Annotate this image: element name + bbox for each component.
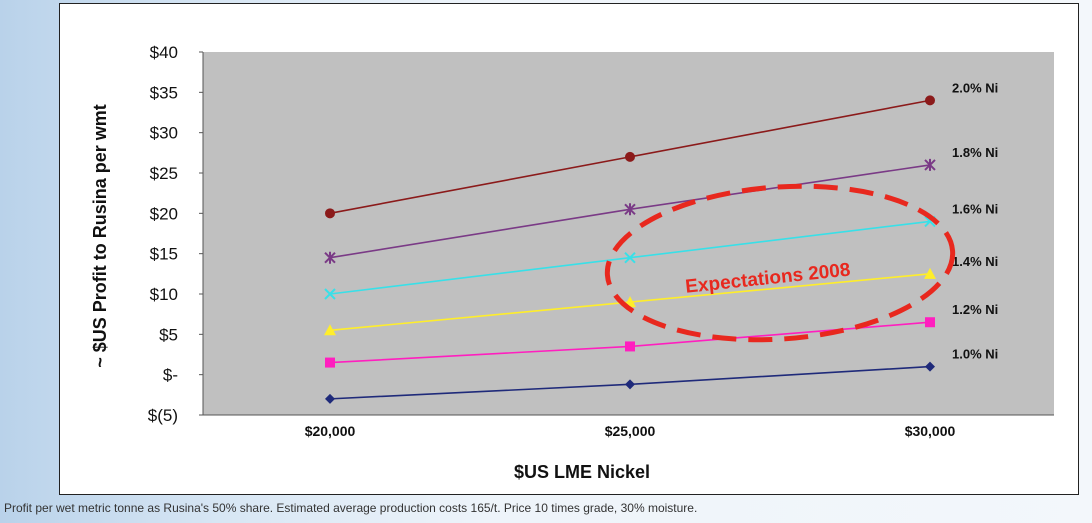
series-label: 2.0% Ni <box>952 80 998 95</box>
data-point <box>924 267 936 279</box>
x-tick-label: $25,000 <box>605 423 656 439</box>
data-point <box>924 158 936 171</box>
y-tick-label: $40 <box>150 43 178 62</box>
series-label: 1.4% Ni <box>952 254 998 269</box>
data-point <box>925 361 935 372</box>
x-tick-labels: $20,000 $25,000 $30,000 <box>305 423 956 439</box>
y-tick-label: $20 <box>150 204 178 223</box>
y-tick-label: $30 <box>150 124 178 143</box>
data-point <box>324 324 336 336</box>
y-tick-label: $25 <box>150 164 178 183</box>
series-label: 1.6% Ni <box>952 201 998 216</box>
y-tick-labels: $(5) $- $5 $10 $15 $20 $25 $30 $35 $40 <box>148 43 203 425</box>
data-point <box>925 95 935 106</box>
data-point <box>625 379 635 390</box>
data-point <box>325 393 335 404</box>
x-tick-label: $20,000 <box>305 423 356 439</box>
y-axis-title: ~ $US Profit to Rusina per wmt <box>90 104 110 368</box>
series-markers <box>324 95 936 404</box>
footnote: Profit per wet metric tonne as Rusina's … <box>4 501 698 515</box>
data-point <box>324 288 336 300</box>
data-point <box>624 251 636 264</box>
y-tick-label: $(5) <box>148 406 178 425</box>
x-tick-label: $30,000 <box>905 423 956 439</box>
data-point <box>325 357 335 368</box>
y-tick-label: $35 <box>150 83 178 102</box>
y-tick-label: $10 <box>150 285 178 304</box>
data-point <box>925 317 935 328</box>
y-tick-label: $- <box>163 366 178 385</box>
expectations-ellipse <box>604 183 956 343</box>
data-point <box>325 208 335 219</box>
y-tick-label: $5 <box>159 325 178 344</box>
y-tick-label: $15 <box>150 245 178 264</box>
series-label: 1.2% Ni <box>952 302 998 317</box>
data-point <box>324 251 336 264</box>
series-label: 1.0% Ni <box>952 347 998 362</box>
chart-frame: $(5) $- $5 $10 $15 $20 $25 $30 $35 $40 $20,000 $25… <box>59 3 1079 495</box>
data-point <box>625 341 635 352</box>
series-labels: 1.0% Ni 1.2% Ni 1.4% Ni 1.6% Ni 1.8% Ni 2.0% … <box>952 80 998 361</box>
data-point <box>625 151 635 162</box>
x-axis-title: $US LME Nickel <box>514 462 650 482</box>
chart: $(5) $- $5 $10 $15 $20 $25 $30 $35 $40 $20,000 $25… <box>90 43 1054 482</box>
data-point <box>624 203 636 216</box>
series-label: 1.8% Ni <box>952 145 998 160</box>
